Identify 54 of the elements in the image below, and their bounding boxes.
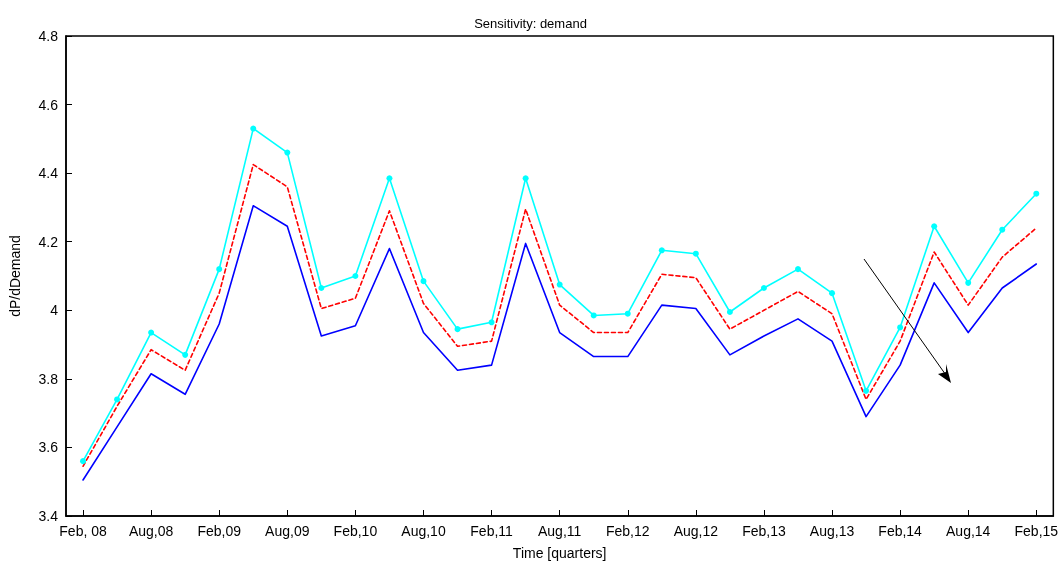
- point: [965, 279, 972, 286]
- chart-title: Sensitivity: demand: [474, 16, 587, 31]
- x-tick-label: Aug,11: [537, 523, 582, 539]
- point: [148, 329, 155, 336]
- x-tick-label: Feb,14: [878, 523, 923, 539]
- x-tick-label: Feb,12: [605, 523, 650, 539]
- point: [1033, 190, 1040, 197]
- point: [318, 285, 325, 291]
- point: [386, 175, 393, 182]
- y-tick-label: 4.4: [38, 165, 59, 182]
- point: [692, 250, 699, 257]
- point: [250, 125, 257, 132]
- x-tick-label: Feb,10: [333, 523, 378, 539]
- x-tick-label: Aug,10: [401, 523, 446, 539]
- point: [794, 266, 801, 273]
- point: [182, 351, 189, 358]
- x-tick-label: Aug,08: [128, 523, 174, 539]
- point: [931, 223, 938, 230]
- point: [658, 247, 665, 254]
- point: [522, 175, 529, 182]
- y-tick-label: 4.2: [38, 233, 59, 250]
- y-tick-label: 3.6: [38, 439, 59, 456]
- x-tick-label: Feb,11: [470, 523, 514, 539]
- point: [863, 387, 870, 394]
- y-tick-label: 3.4: [38, 508, 59, 524]
- x-tick-label: Feb, 08: [59, 523, 107, 539]
- line-series: [82, 204, 1038, 481]
- point: [114, 396, 121, 403]
- point: [80, 458, 87, 465]
- point: [352, 273, 359, 279]
- point: [829, 290, 836, 297]
- point: [726, 309, 733, 315]
- point: [216, 266, 223, 273]
- point: [420, 278, 427, 285]
- point: [454, 326, 461, 333]
- x-tick-label: Aug,12: [673, 523, 719, 539]
- x-tick-label: Feb,09: [197, 523, 242, 539]
- x-tick-label: Aug,14: [946, 523, 991, 539]
- x-axis-title: Time [quarters]: [512, 545, 607, 561]
- point: [556, 281, 563, 288]
- y-tick-label: 3.8: [38, 370, 59, 387]
- y-tick-label: 4: [50, 302, 59, 319]
- x-tick-label: Aug,09: [265, 523, 310, 539]
- x-tick-label: Feb,13: [742, 523, 786, 539]
- y-tick-label: 4.8: [38, 28, 59, 44]
- x-tick-label: Feb,15: [1014, 523, 1059, 539]
- point: [760, 285, 767, 291]
- point: [624, 310, 631, 317]
- y-tick-label: 4.6: [38, 96, 59, 113]
- point: [999, 226, 1006, 233]
- x-tick-label: Aug,13: [809, 523, 855, 539]
- point: [488, 319, 495, 326]
- point: [897, 324, 904, 331]
- y-axis-title: dP/dDemand: [7, 235, 23, 317]
